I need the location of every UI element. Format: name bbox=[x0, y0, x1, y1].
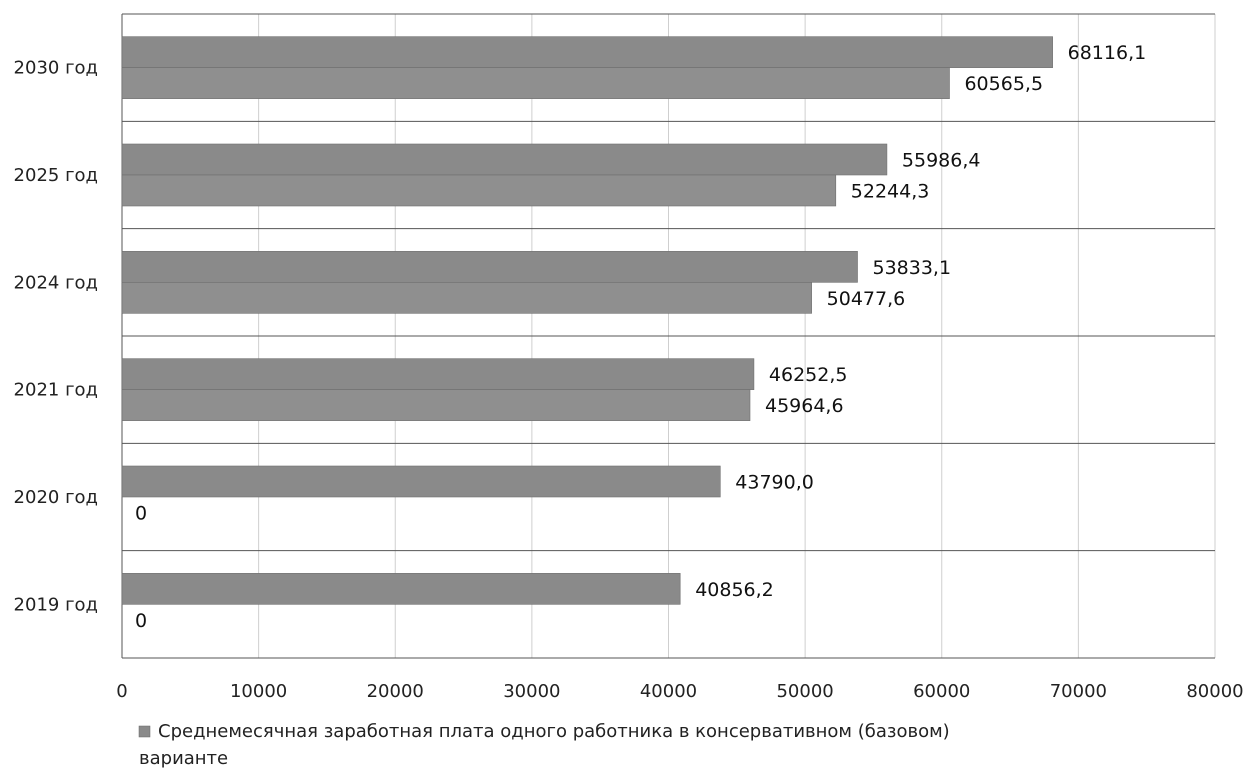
data-label: 52244,3 bbox=[851, 181, 930, 203]
bar bbox=[121, 282, 812, 314]
data-label: 45964,6 bbox=[765, 395, 844, 417]
data-label: 53833,1 bbox=[872, 257, 951, 279]
data-label: 0 bbox=[135, 503, 147, 525]
x-tick-label: 30000 bbox=[503, 681, 560, 702]
data-label: 55986,4 bbox=[902, 150, 981, 172]
x-tick-label: 70000 bbox=[1050, 681, 1107, 702]
bar bbox=[121, 67, 950, 99]
x-tick-label: 50000 bbox=[776, 681, 833, 702]
category-label: 2021 год bbox=[14, 380, 98, 401]
value-axis: 0 10000 20000 30000 40000 50000 60000 70000 8000… bbox=[116, 681, 1243, 702]
category-label: 2024 год bbox=[14, 272, 98, 293]
category-label: 2019 год bbox=[14, 594, 98, 615]
category-axis: 2030 год 2025 год 2024 год 2021 год 2020 год… bbox=[14, 58, 98, 616]
data-label: 46252,5 bbox=[769, 364, 848, 386]
x-tick-label: 10000 bbox=[230, 681, 287, 702]
legend-label: Среднемесячная заработная плата одного р… bbox=[139, 721, 950, 769]
x-tick-label: 40000 bbox=[640, 681, 697, 702]
bar bbox=[121, 251, 858, 283]
bars bbox=[121, 36, 1053, 605]
category-label: 2025 год bbox=[14, 165, 98, 186]
x-tick-label: 80000 bbox=[1186, 681, 1243, 702]
data-labels: 68116,1 60565,5 55986,4 52244,3 53833,1 50477… bbox=[135, 42, 1146, 632]
data-label: 0 bbox=[135, 610, 147, 632]
x-tick-label: 20000 bbox=[367, 681, 424, 702]
legend-swatch bbox=[138, 725, 151, 738]
bar bbox=[121, 36, 1053, 68]
legend: Среднемесячная заработная плата одного р… bbox=[138, 721, 950, 769]
category-label: 2020 год bbox=[14, 487, 98, 508]
bar bbox=[121, 465, 721, 498]
data-label: 60565,5 bbox=[964, 73, 1043, 95]
grid bbox=[121, 13, 1216, 659]
bar bbox=[121, 358, 755, 390]
x-tick-label: 60000 bbox=[913, 681, 970, 702]
data-label: 50477,6 bbox=[827, 288, 906, 310]
bar bbox=[121, 174, 837, 207]
bar bbox=[121, 389, 751, 421]
bar bbox=[121, 143, 888, 176]
x-tick-label: 0 bbox=[116, 681, 127, 702]
category-label: 2030 год bbox=[14, 58, 98, 79]
bar bbox=[121, 573, 681, 605]
data-label: 40856,2 bbox=[695, 579, 774, 601]
data-label: 68116,1 bbox=[1068, 42, 1147, 64]
data-label: 43790,0 bbox=[735, 472, 814, 494]
